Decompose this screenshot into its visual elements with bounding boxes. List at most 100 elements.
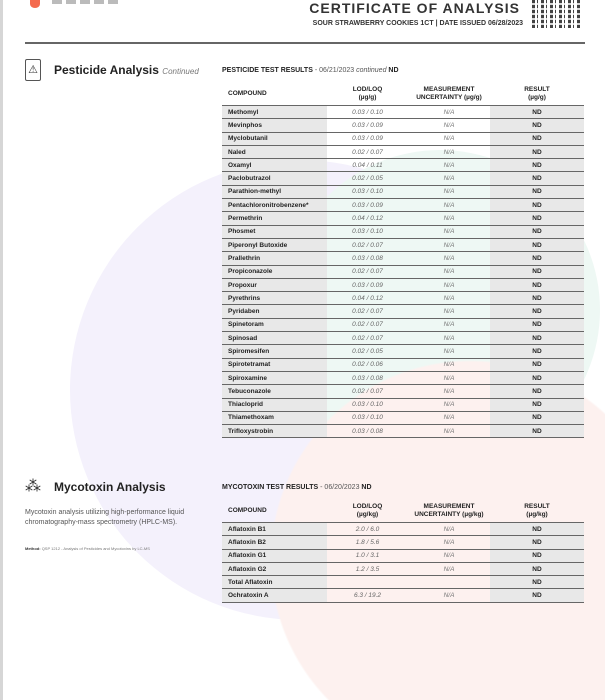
result-cell: ND — [490, 357, 584, 372]
table-row: Propoxur 0.03 / 0.09 N/A ND — [222, 277, 584, 292]
document-title: CERTIFICATE OF ANALYSIS — [309, 0, 520, 16]
lod-loq-cell: 0.03 / 0.09 — [327, 118, 408, 133]
logo-text — [52, 0, 122, 4]
compound-cell: Pyrethrins — [222, 291, 327, 305]
result-cell: ND — [490, 344, 584, 359]
lod-loq-cell: 0.02 / 0.07 — [327, 331, 408, 345]
lod-loq-cell: 0.02 / 0.07 — [327, 304, 408, 319]
compound-cell: Propiconazole — [222, 264, 327, 279]
uncertainty-cell: N/A — [408, 384, 490, 399]
method-text: QSP 1212 - Analysis of Pesticides and My… — [41, 546, 150, 551]
uncertainty-cell: N/A — [408, 211, 490, 226]
result-cell: ND — [490, 131, 584, 146]
compound-cell: Aflatoxin G1 — [222, 548, 327, 563]
method-label: Method: — [25, 546, 41, 551]
logo-icon — [30, 0, 40, 8]
table-row: Spinosad 0.02 / 0.07 N/A ND — [222, 331, 584, 345]
result-cell: ND — [490, 410, 584, 425]
lod-loq-cell: 0.02 / 0.05 — [327, 171, 408, 186]
column-header: RESULT (µg/kg) — [524, 503, 550, 518]
compound-cell: Spinosad — [222, 331, 327, 345]
lod-loq-cell: 6.3 / 19.2 — [327, 588, 408, 603]
uncertainty-cell — [408, 575, 490, 589]
uncertainty-cell: N/A — [408, 237, 490, 252]
result-cell: ND — [490, 158, 584, 172]
warning-canister-icon: ⚠ — [25, 59, 41, 81]
lod-loq-cell: 0.03 / 0.10 — [327, 397, 408, 412]
result-cell: ND — [490, 370, 584, 385]
uncertainty-cell: N/A — [408, 304, 490, 319]
document-subtitle: SOUR STRAWBERRY COOKIES 1CT | DATE ISSUE… — [312, 20, 523, 27]
table-row: Pyridaben 0.02 / 0.07 N/A ND — [222, 304, 584, 319]
uncertainty-cell: N/A — [408, 548, 490, 563]
table-row: Aflatoxin G1 1.0 / 3.1 N/A ND — [222, 548, 584, 563]
table-row: Aflatoxin B1 2.0 / 6.0 N/A ND — [222, 521, 584, 536]
lod-loq-cell: 0.03 / 0.10 — [327, 184, 408, 199]
lod-loq-cell: 0.04 / 0.12 — [327, 291, 408, 305]
lod-loq-cell — [327, 575, 408, 589]
compound-cell: Total Aflatoxin — [222, 575, 327, 589]
uncertainty-cell: N/A — [408, 317, 490, 332]
table-row: Thiamethoxam 0.03 / 0.10 N/A ND — [222, 410, 584, 425]
lod-loq-cell: 0.03 / 0.09 — [327, 277, 408, 292]
results-date: - 06/20/2023 — [320, 484, 360, 491]
lod-loq-cell: 1.8 / 5.6 — [327, 535, 408, 550]
compound-cell: Mevinphos — [222, 118, 327, 133]
uncertainty-cell: N/A — [408, 171, 490, 186]
compound-cell: Piperonyl Butoxide — [222, 237, 327, 252]
lod-loq-cell: 0.02 / 0.06 — [327, 357, 408, 372]
uncertainty-cell: N/A — [408, 588, 490, 603]
compound-cell: Thiacloprid — [222, 397, 327, 412]
result-cell: ND — [490, 224, 584, 239]
pesticide-results-table: COMPOUND LOD/LOQ (µg/g) MEASUREMENT UNCERT… — [222, 86, 584, 439]
uncertainty-cell: N/A — [408, 424, 490, 439]
uncertainty-cell: N/A — [408, 104, 490, 119]
compound-cell: Trifloxystrobin — [222, 424, 327, 439]
compound-cell: Phosmet — [222, 224, 327, 239]
uncertainty-cell: N/A — [408, 277, 490, 292]
table-row: Mevinphos 0.03 / 0.09 N/A ND — [222, 118, 584, 133]
lod-loq-cell: 1.0 / 3.1 — [327, 548, 408, 563]
section-title: Mycotoxin Analysis — [54, 480, 166, 494]
compound-cell: Aflatoxin B2 — [222, 535, 327, 550]
results-heading: PESTICIDE TEST RESULTS - 06/21/2023 cont… — [222, 67, 399, 74]
table-row: Spinetoram 0.02 / 0.07 N/A ND — [222, 317, 584, 332]
uncertainty-cell: N/A — [408, 397, 490, 412]
compound-cell: Naled — [222, 144, 327, 159]
result-cell: ND — [490, 184, 584, 199]
lod-loq-cell: 0.03 / 0.10 — [327, 410, 408, 425]
compound-cell: Propoxur — [222, 277, 327, 292]
lod-loq-cell: 0.03 / 0.08 — [327, 251, 408, 266]
result-cell: ND — [490, 118, 584, 133]
result-cell: ND — [490, 384, 584, 399]
table-row: Myclobutanil 0.03 / 0.09 N/A ND — [222, 131, 584, 146]
table-row: Spiromesifen 0.02 / 0.05 N/A ND — [222, 344, 584, 359]
result-cell: ND — [490, 317, 584, 332]
page-edge — [0, 0, 3, 700]
lod-loq-cell: 1.2 / 3.5 — [327, 561, 408, 576]
result-cell: ND — [490, 424, 584, 439]
table-row: Tebuconazole 0.02 / 0.07 N/A ND — [222, 384, 584, 399]
table-row: Spirotetramat 0.02 / 0.06 N/A ND — [222, 357, 584, 372]
lod-loq-cell: 0.04 / 0.11 — [327, 158, 408, 172]
continued-label: Continued — [162, 67, 199, 76]
compound-cell: Spinetoram — [222, 317, 327, 332]
table-row: Paclobutrazol 0.02 / 0.05 N/A ND — [222, 171, 584, 186]
divider — [25, 42, 585, 44]
compound-cell: Methomyl — [222, 104, 327, 119]
lod-loq-cell: 0.02 / 0.07 — [327, 317, 408, 332]
table-row: Aflatoxin B2 1.8 / 5.6 N/A ND — [222, 535, 584, 550]
compound-cell: Prallethrin — [222, 251, 327, 266]
table-row: Methomyl 0.03 / 0.10 N/A ND — [222, 104, 584, 119]
result-cell: ND — [490, 211, 584, 226]
header-row: COMPOUND LOD/LOQ (µg/g) MEASUREMENT UNCERT… — [222, 86, 584, 106]
table-row: Spiroxamine 0.03 / 0.08 N/A ND — [222, 370, 584, 385]
result-cell: ND — [490, 548, 584, 563]
results-status: ND — [361, 484, 372, 491]
compound-cell: Thiamethoxam — [222, 410, 327, 425]
table-row: Propiconazole 0.02 / 0.07 N/A ND — [222, 264, 584, 279]
compound-cell: Permethrin — [222, 211, 327, 226]
table-row: Aflatoxin G2 1.2 / 3.5 N/A ND — [222, 561, 584, 576]
lod-loq-cell: 0.02 / 0.05 — [327, 344, 408, 359]
result-cell: ND — [490, 521, 584, 536]
